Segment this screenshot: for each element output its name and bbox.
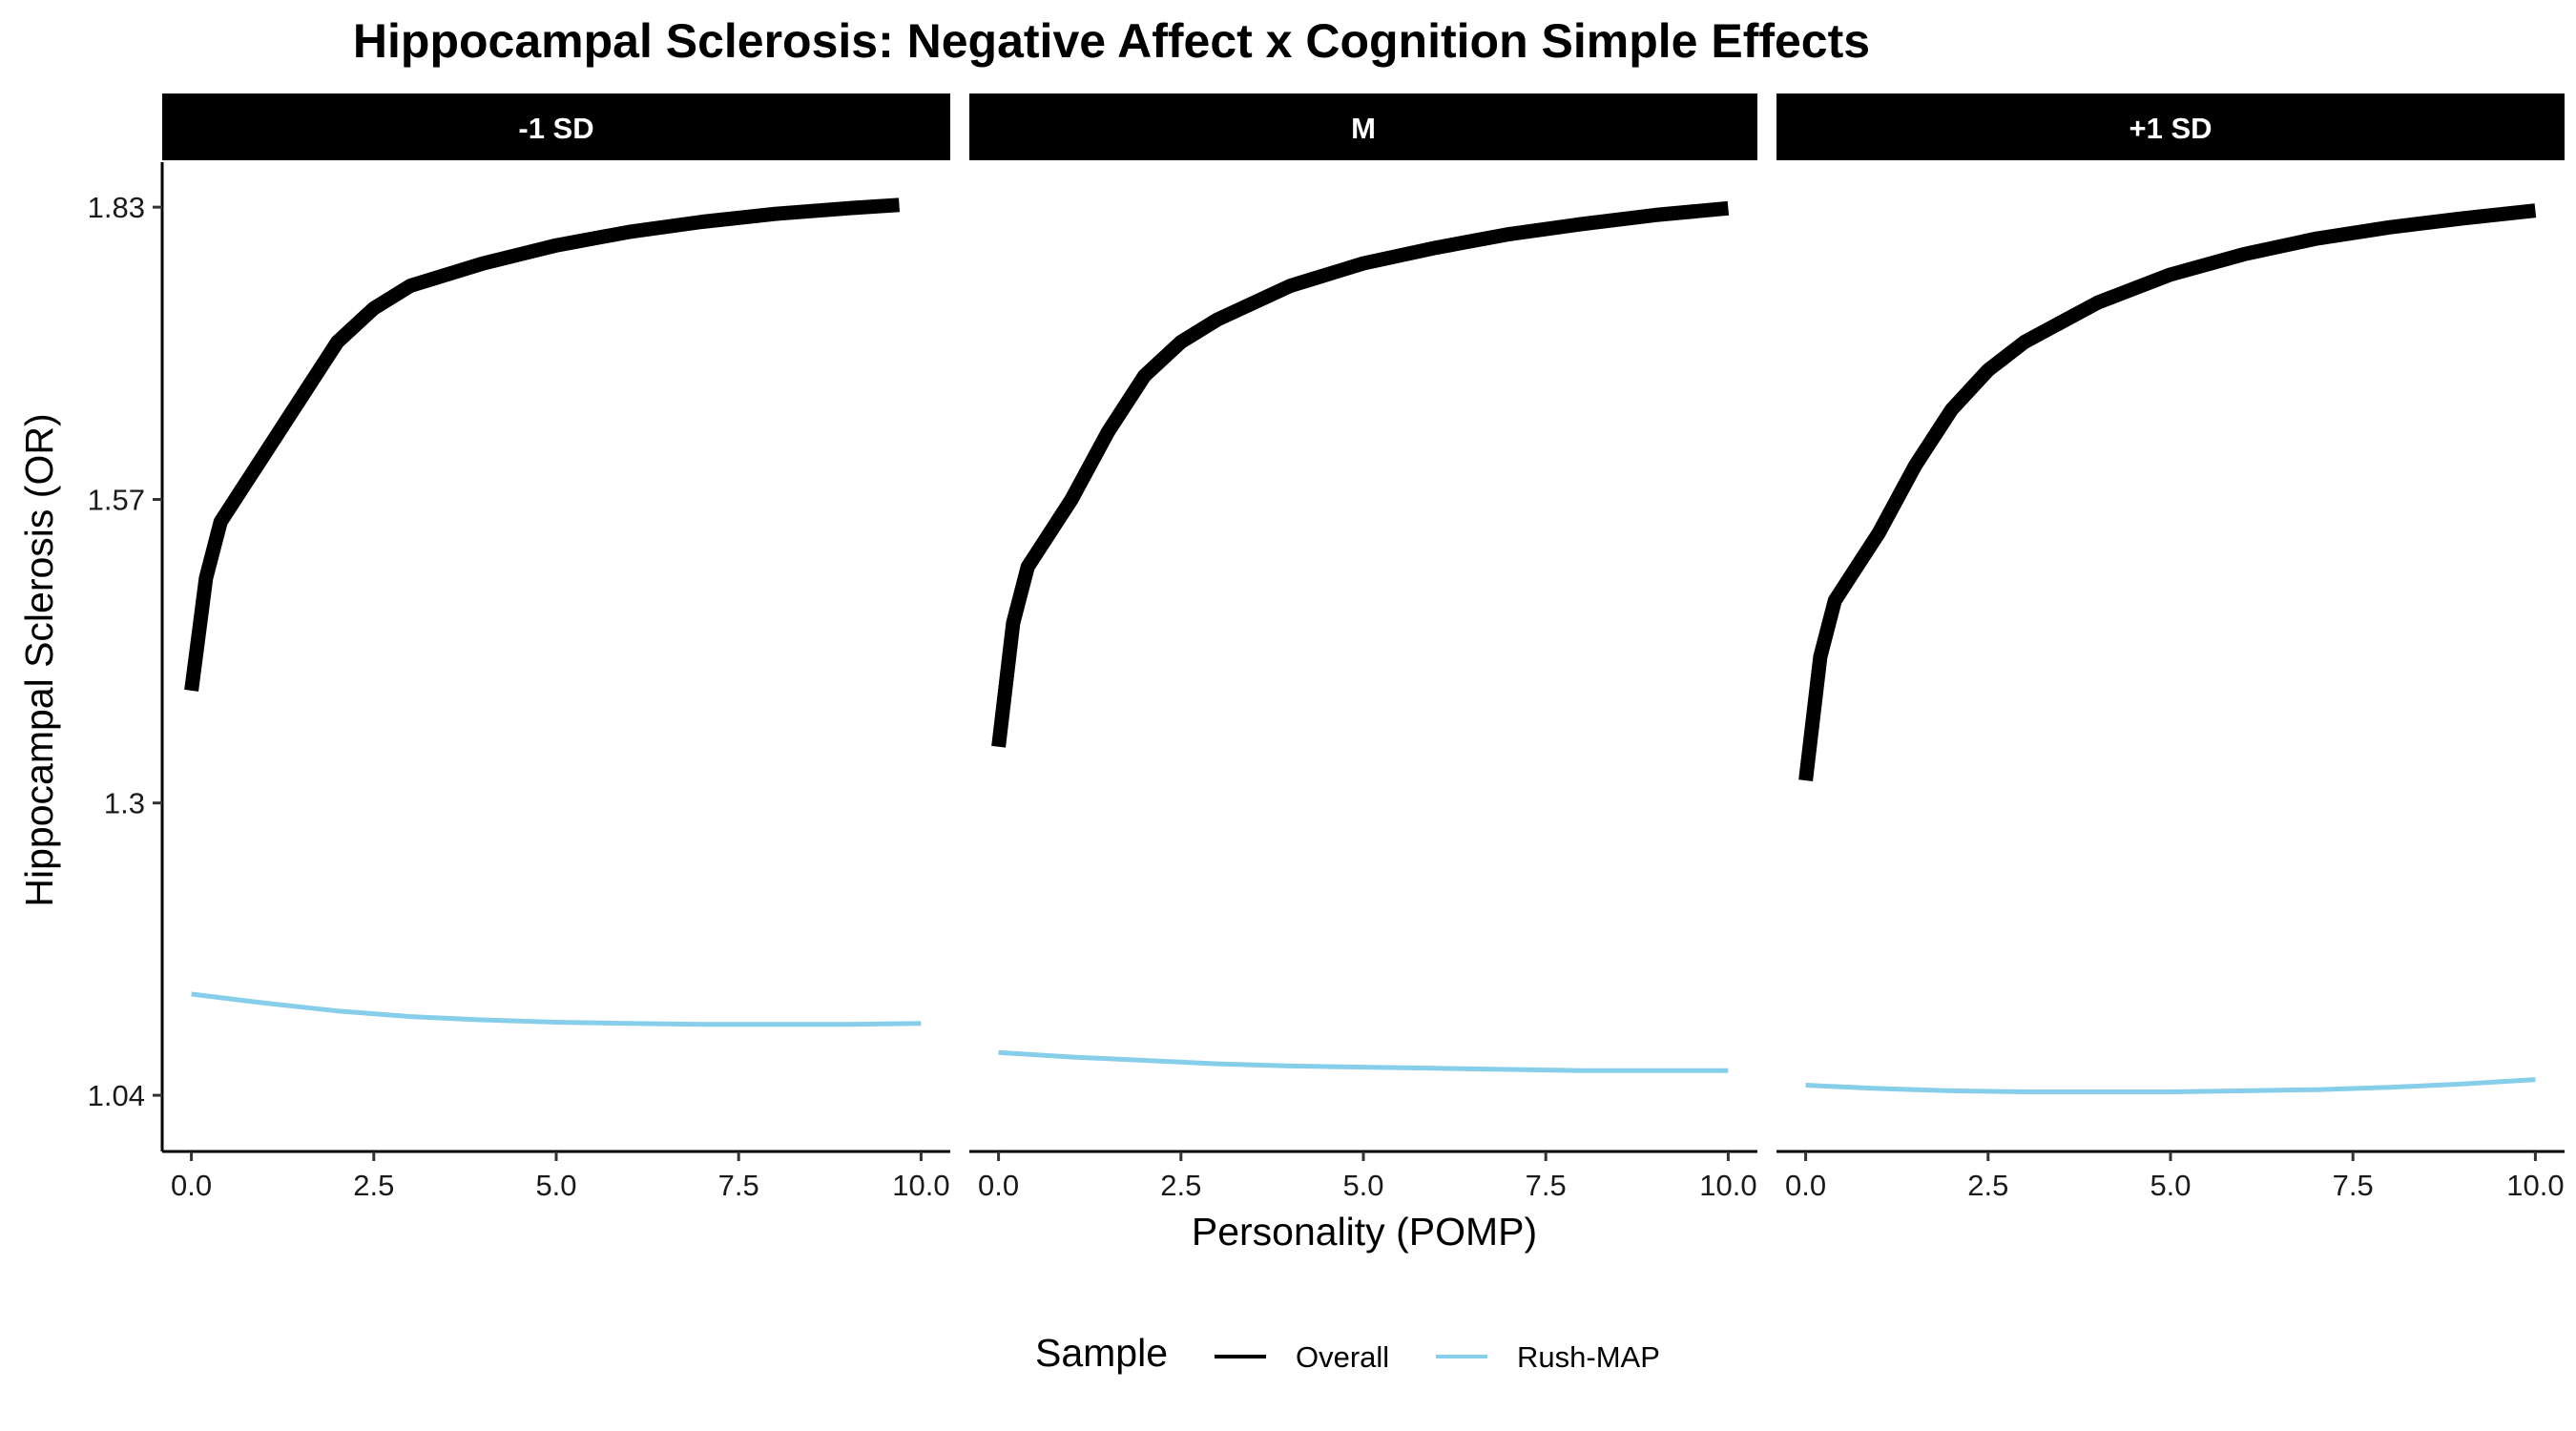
panels: -1 SD 1.04 1.3 1.57 1.83 0.0 2.5 5.0 7.5 10.0 M 0.0…	[88, 93, 2565, 1202]
x-tick-label: 0.0	[171, 1169, 212, 1202]
series-line-overall	[1798, 203, 2537, 781]
series-line-overall	[184, 197, 900, 692]
strip-label: -1 SD	[518, 112, 593, 145]
strip-background	[1776, 93, 2565, 160]
strip-label: M	[1351, 112, 1376, 145]
panel-0: -1 SD 1.04 1.3 1.57 1.83 0.0 2.5 5.0 7.5 10.0	[88, 93, 950, 1202]
x-tick-label: 7.5	[718, 1169, 759, 1202]
panel-1: M 0.0 2.5 5.0 7.5 10.0	[969, 93, 1757, 1202]
series-line-rush-map	[191, 991, 922, 1027]
strip-background	[162, 93, 950, 160]
legend-title: Sample	[1035, 1331, 1168, 1375]
x-tick-label: 7.5	[2333, 1169, 2374, 1202]
strip-background	[969, 93, 1757, 160]
series-line-rush-map	[1805, 1077, 2536, 1094]
x-tick-label: 5.0	[2150, 1169, 2191, 1202]
x-axis-title: Personality (POMP)	[1192, 1210, 1537, 1254]
y-axis-title: Hippocampal Sclerosis (OR)	[17, 413, 61, 906]
x-tick-label: 2.5	[1160, 1169, 1201, 1202]
x-tick-label: 0.0	[978, 1169, 1019, 1202]
y-tick-label: 1.04	[88, 1079, 145, 1112]
legend-label-overall: Overall	[1296, 1340, 1389, 1374]
x-tick-label: 5.0	[535, 1169, 576, 1202]
y-tick-label: 1.57	[88, 484, 145, 517]
x-tick-label: 10.0	[892, 1169, 949, 1202]
chart-title: Hippocampal Sclerosis: Negative Affect x…	[353, 14, 1870, 68]
strip-label: +1 SD	[2129, 112, 2212, 145]
legend: Sample Overall Rush-MAP	[1035, 1331, 1660, 1375]
x-tick-label: 10.0	[2506, 1169, 2564, 1202]
x-tick-label: 2.5	[353, 1169, 394, 1202]
legend-label-rush-map: Rush-MAP	[1517, 1340, 1660, 1374]
x-tick-label: 5.0	[1342, 1169, 1383, 1202]
y-tick-label: 1.83	[88, 191, 145, 224]
panel-2: +1 SD 0.0 2.5 5.0 7.5 10.0	[1776, 93, 2565, 1202]
x-tick-label: 2.5	[1967, 1169, 2008, 1202]
y-tick-label: 1.3	[104, 787, 145, 820]
series-line-rush-map	[998, 1049, 1729, 1073]
x-tick-label: 7.5	[1526, 1169, 1567, 1202]
series-line-overall	[991, 200, 1730, 748]
x-tick-label: 10.0	[1699, 1169, 1756, 1202]
x-tick-label: 0.0	[1785, 1169, 1826, 1202]
